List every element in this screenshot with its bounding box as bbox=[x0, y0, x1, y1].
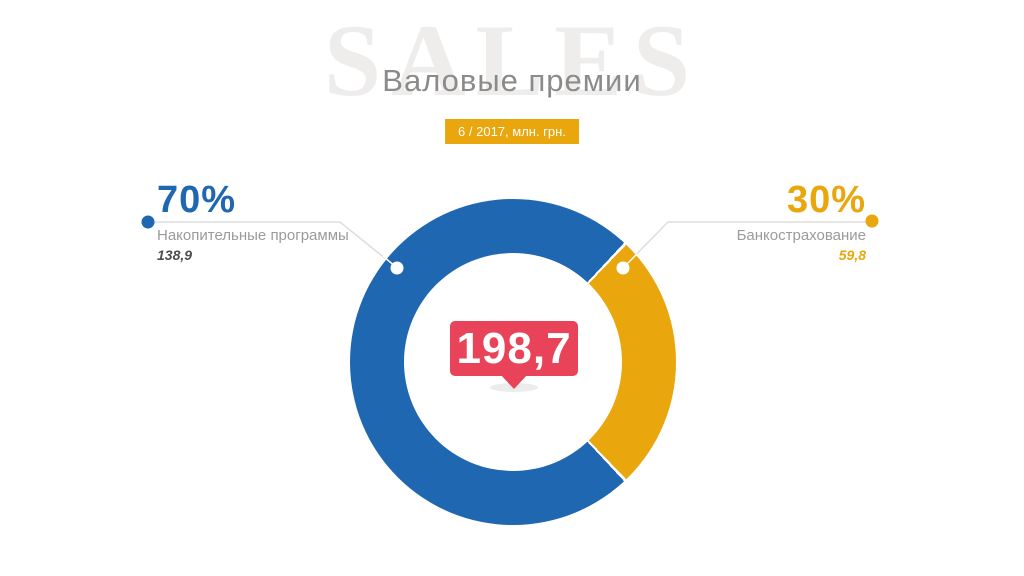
total-badge-pointer bbox=[500, 374, 528, 389]
page-title: Валовые премии bbox=[382, 63, 642, 98]
watermark-text: SALES bbox=[323, 4, 701, 118]
period-badge: 6 / 2017, млн. грн. bbox=[445, 119, 579, 144]
bullet-dot-gold bbox=[865, 214, 879, 228]
segment-value: 138,9 bbox=[157, 247, 193, 263]
segment-value: 59,8 bbox=[838, 247, 866, 263]
segment-callout-right: 30% Банкострахование 59,8 bbox=[737, 180, 866, 263]
segment-percent: 70% bbox=[157, 179, 237, 221]
segment-callout-left: 70% Накопительные программы 138,9 bbox=[157, 180, 349, 263]
segment-label: Накопительные программы bbox=[157, 227, 349, 244]
bullet-dot-blue bbox=[141, 215, 155, 229]
segment-percent: 30% bbox=[786, 179, 866, 221]
segment-label: Банкострахование bbox=[736, 227, 866, 244]
total-value-badge: 198,7 bbox=[450, 321, 578, 376]
